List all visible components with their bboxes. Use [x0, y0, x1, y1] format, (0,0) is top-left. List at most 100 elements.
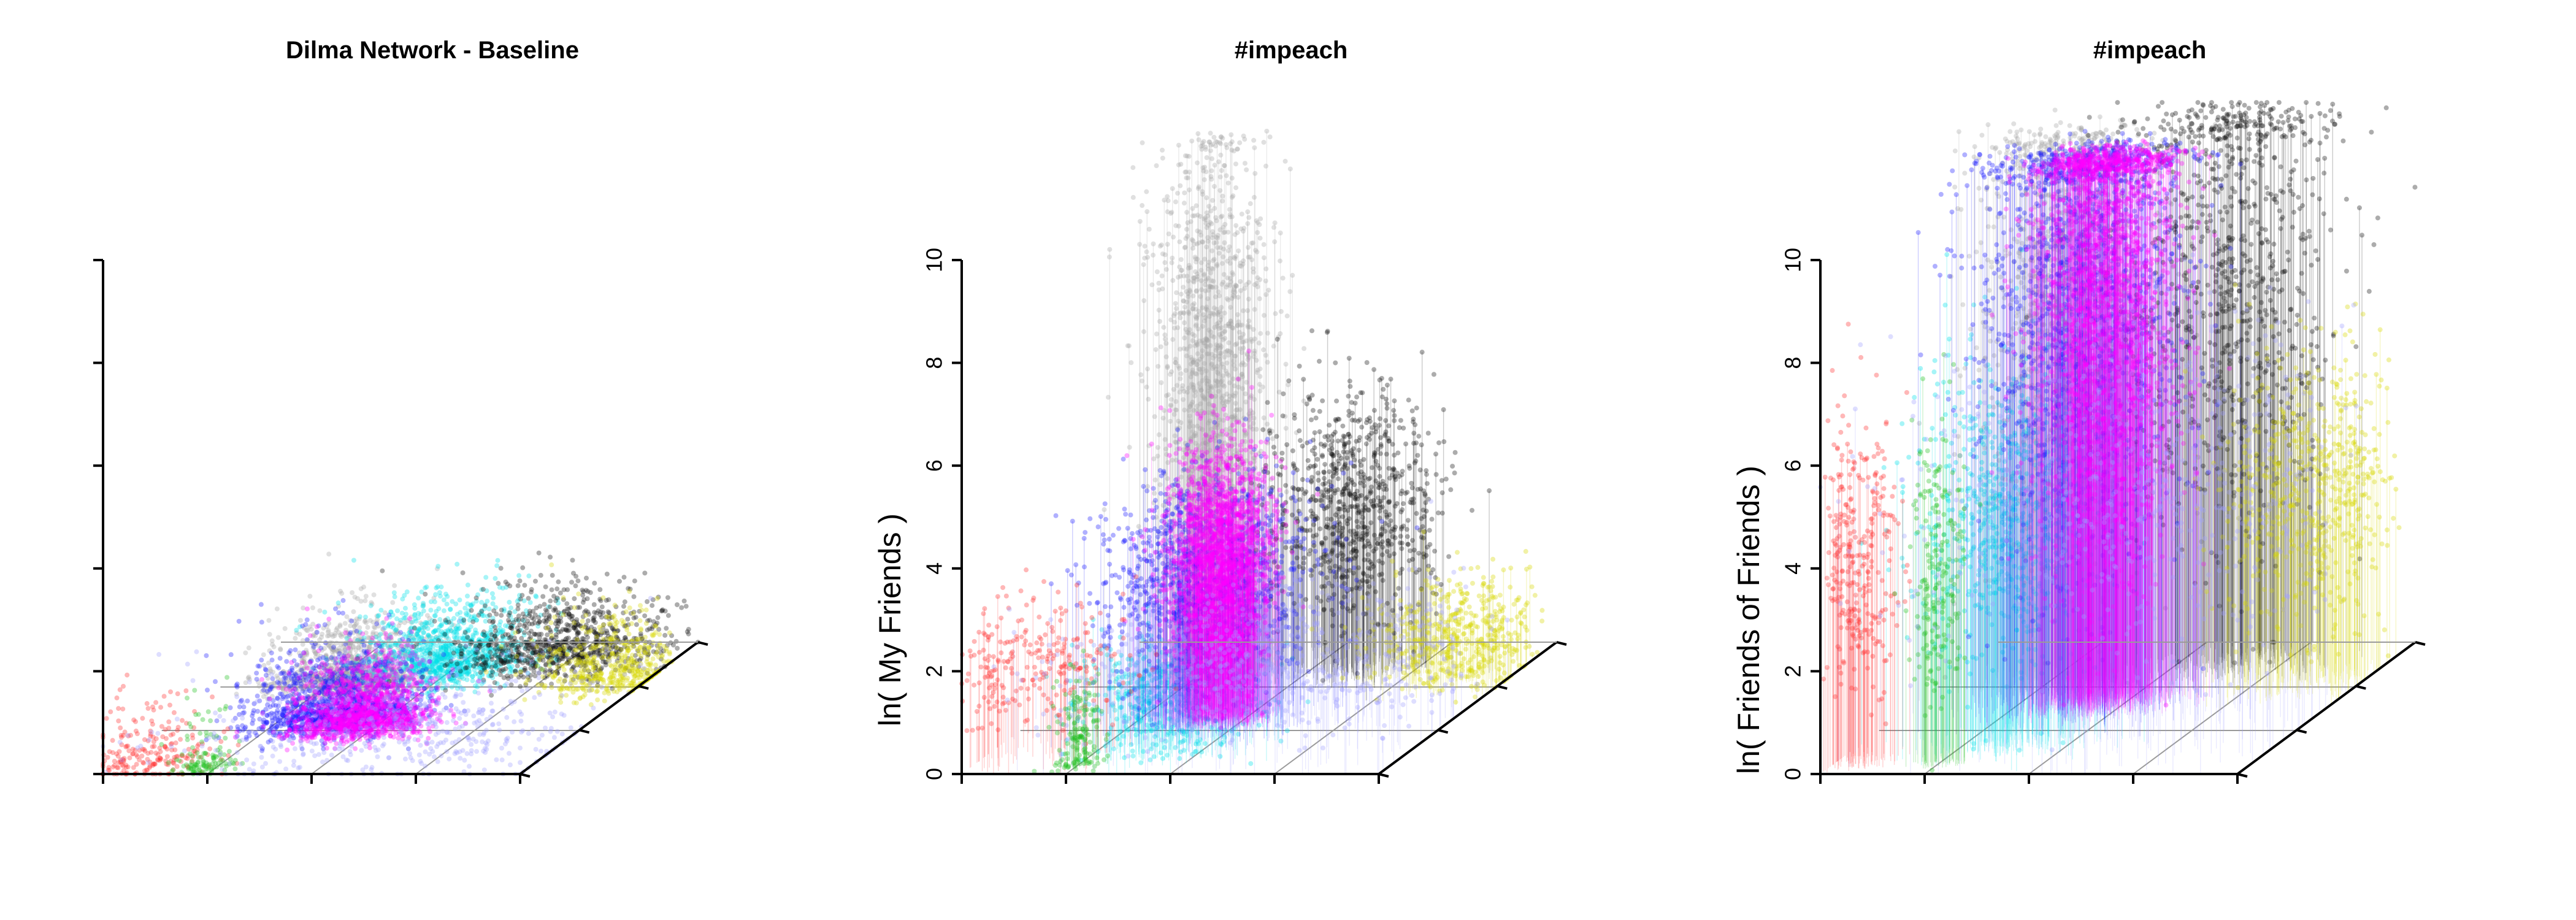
data-point: [476, 678, 481, 684]
panel-title: Dilma Network - Baseline: [286, 37, 579, 64]
data-point: [542, 602, 547, 607]
point-cluster: [234, 551, 485, 713]
data-point: [567, 611, 572, 617]
data-point: [214, 718, 220, 724]
data-point: [402, 592, 407, 598]
data-point: [304, 700, 310, 706]
data-point: [378, 631, 383, 637]
data-point: [355, 681, 360, 687]
data-point: [385, 692, 390, 698]
data-point: [267, 666, 273, 672]
data-point: [420, 667, 426, 673]
data-point: [433, 592, 439, 597]
data-point: [282, 708, 287, 713]
data-point: [432, 599, 437, 605]
data-point: [300, 654, 305, 660]
data-point: [286, 650, 292, 656]
data-point: [293, 647, 298, 653]
grid-line: [311, 642, 490, 775]
data-point: [310, 605, 315, 611]
data-point: [316, 648, 321, 654]
data-point: [245, 698, 250, 703]
data-point: [552, 606, 558, 611]
data-point: [377, 671, 382, 677]
data-point: [462, 630, 468, 635]
data-point: [331, 645, 336, 650]
data-point: [359, 667, 364, 673]
data-point: [507, 635, 512, 641]
data-point: [304, 617, 310, 623]
data-point: [441, 608, 447, 613]
data-point: [556, 658, 562, 664]
data-point: [470, 601, 475, 607]
data-point: [452, 640, 458, 646]
data-point: [572, 596, 577, 602]
data-point: [336, 671, 342, 677]
data-point: [525, 643, 531, 648]
data-point: [365, 624, 370, 630]
data-point: [473, 671, 478, 677]
data-point: [457, 597, 462, 603]
data-point: [263, 667, 268, 672]
data-point: [491, 619, 496, 624]
data-point: [254, 733, 259, 738]
data-point: [532, 650, 538, 656]
data-point: [597, 587, 603, 592]
data-point: [642, 570, 648, 576]
data-point: [351, 685, 356, 691]
data-point: [277, 656, 283, 661]
data-point: [348, 623, 353, 629]
data-point: [499, 607, 504, 613]
data-point: [212, 679, 218, 684]
data-point: [391, 669, 396, 675]
data-point: [418, 611, 424, 617]
data-point: [347, 676, 353, 681]
data-point: [683, 604, 689, 609]
data-point: [381, 619, 386, 625]
data-point: [240, 727, 246, 733]
data-point: [520, 611, 526, 616]
data-point: [606, 597, 611, 602]
data-point: [675, 602, 680, 607]
data-point: [516, 573, 522, 578]
data-point: [489, 673, 494, 678]
data-point: [405, 746, 411, 751]
data-point: [310, 673, 315, 678]
data-point: [536, 550, 542, 556]
data-point: [246, 645, 251, 651]
data-point: [259, 657, 264, 663]
data-point: [499, 613, 504, 618]
data-point: [483, 575, 489, 580]
data-point: [317, 684, 323, 690]
data-point: [445, 670, 450, 675]
data-point: [378, 607, 384, 613]
data-point: [370, 635, 375, 641]
data-point: [529, 587, 534, 592]
data-point: [393, 631, 399, 637]
data-point: [496, 581, 501, 586]
data-point: [482, 603, 488, 608]
data-point: [665, 613, 671, 618]
data-point: [409, 629, 415, 634]
data-point: [310, 665, 316, 671]
data-point: [228, 705, 233, 710]
data-point: [350, 590, 355, 596]
data-point: [362, 619, 367, 624]
data-point: [398, 630, 404, 635]
data-point: [428, 607, 434, 613]
data-point: [269, 657, 275, 663]
data-point: [443, 618, 448, 623]
data-point: [503, 666, 508, 672]
data-point: [392, 583, 397, 588]
data-point: [205, 688, 210, 693]
data-point: [507, 583, 513, 589]
data-point: [556, 579, 561, 585]
data-point: [256, 683, 262, 689]
data-point: [360, 631, 366, 637]
data-point: [278, 685, 284, 691]
data-point: [575, 629, 581, 635]
data-point: [439, 623, 444, 628]
data-point: [363, 594, 369, 599]
data-point: [442, 632, 448, 637]
data-point: [411, 637, 416, 642]
